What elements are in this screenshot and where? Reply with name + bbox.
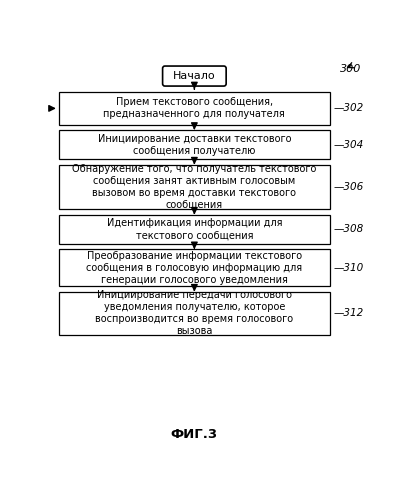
FancyBboxPatch shape: [59, 291, 330, 335]
Text: Инициирование передачи голосового
уведомления получателю, которое
воспроизводитс: Инициирование передачи голосового уведом…: [95, 290, 293, 336]
Text: —302: —302: [334, 103, 364, 113]
Text: Идентификация информации для
текстового сообщения: Идентификация информации для текстового …: [106, 218, 282, 241]
Text: Обнаружение того, что получатель текстового
сообщения занят активным голосовым
в: Обнаружение того, что получатель текстов…: [72, 164, 317, 210]
FancyBboxPatch shape: [59, 130, 330, 159]
Text: 300: 300: [339, 64, 361, 74]
Text: —306: —306: [334, 182, 364, 192]
Text: —308: —308: [334, 224, 364, 234]
FancyBboxPatch shape: [59, 250, 330, 286]
Text: —304: —304: [334, 140, 364, 150]
FancyBboxPatch shape: [59, 215, 330, 244]
Text: Инициирование доставки текстового
сообщения получателю: Инициирование доставки текстового сообще…: [98, 134, 291, 156]
Text: ФИГ.3: ФИГ.3: [171, 428, 218, 441]
Text: —312: —312: [334, 308, 364, 318]
Text: —310: —310: [334, 263, 364, 273]
FancyBboxPatch shape: [59, 165, 330, 209]
FancyBboxPatch shape: [163, 66, 226, 86]
Text: Прием текстового сообщения,
предназначенного для получателя: Прием текстового сообщения, предназначен…: [104, 97, 285, 119]
FancyBboxPatch shape: [59, 92, 330, 125]
Text: Преобразование информации текстового
сообщения в голосовую информацию для
генера: Преобразование информации текстового соо…: [86, 251, 302, 285]
Text: Начало: Начало: [173, 71, 216, 81]
